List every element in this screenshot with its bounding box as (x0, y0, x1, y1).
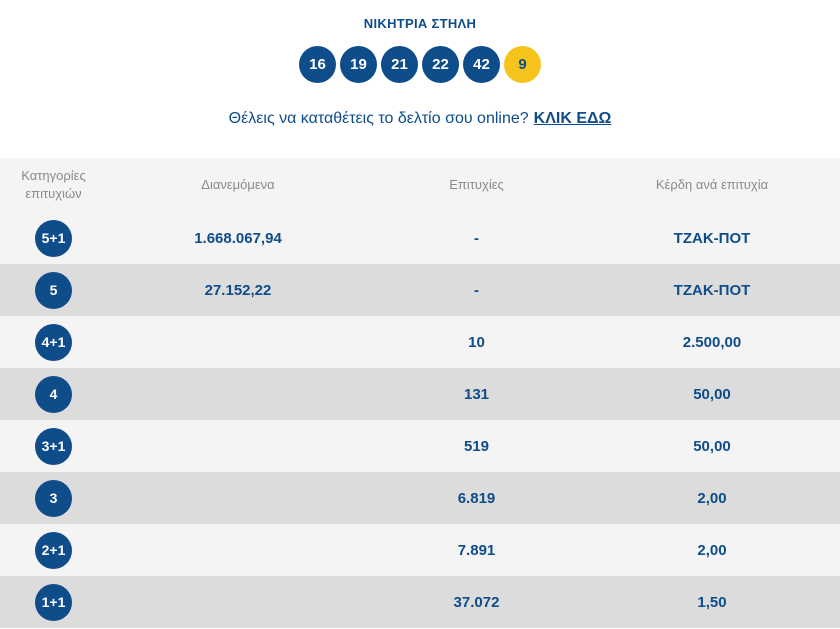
category-badge: 4 (35, 375, 72, 413)
number-ball: 22 (422, 46, 459, 83)
category-badge: 5 (35, 271, 72, 309)
category-badge: 1+1 (35, 583, 72, 621)
winners-value: 519 (463, 437, 490, 455)
header-distributed: Διανεμόμενα (201, 177, 275, 192)
winning-column-title: ΝΙΚΗΤΡΙΑ ΣΤΗΛΗ (363, 16, 477, 31)
header-category-line1: Κατηγορίες (21, 168, 86, 183)
distributed-value: 1.668.067,94 (194, 229, 282, 247)
table-row: 3+1 519 50,00 (0, 420, 840, 472)
prize-value: 50,00 (693, 437, 731, 455)
winners-value: 37.072 (453, 593, 500, 611)
prize-table: Κατηγορίες επιτυχιών Διανεμόμενα Επιτυχί… (0, 158, 840, 628)
category-badge: 3+1 (35, 427, 72, 465)
prize-value: 50,00 (693, 385, 731, 403)
winners-value: - (474, 281, 479, 299)
prize-value: 2,00 (697, 541, 727, 559)
prize-value: 1,50 (697, 593, 727, 611)
click-here-link[interactable]: ΚΛΙΚ ΕΔΩ (533, 110, 612, 127)
table-row: 5 27.152,22 - ΤΖΑΚ-ΠΟΤ (0, 264, 840, 316)
prize-value: 2,00 (697, 489, 727, 507)
promo-text: Θέλεις να καταθέτεις το δελτίο σου onlin… (228, 110, 529, 127)
number-ball: 21 (381, 46, 418, 83)
winners-value: 10 (468, 333, 485, 351)
table-row: 4 131 50,00 (0, 368, 840, 420)
number-ball: 19 (340, 46, 377, 83)
bonus-ball: 9 (504, 46, 541, 83)
table-row: 1+1 37.072 1,50 (0, 576, 840, 628)
table-row: 3 6.819 2,00 (0, 472, 840, 524)
prize-value: ΤΖΑΚ-ΠΟΤ (673, 281, 751, 299)
winners-value: - (474, 229, 479, 247)
winners-value: 131 (463, 385, 490, 403)
table-row: 5+1 1.668.067,94 - ΤΖΑΚ-ΠΟΤ (0, 212, 840, 264)
category-badge: 4+1 (35, 323, 72, 361)
number-ball: 16 (299, 46, 336, 83)
category-badge: 2+1 (35, 531, 72, 569)
header-category: Κατηγορίες επιτυχιών (0, 167, 107, 203)
table-row: 2+1 7.891 2,00 (0, 524, 840, 576)
category-badge: 5+1 (35, 219, 72, 257)
online-promo: Θέλεις να καταθέτεις το δελτίο σου onlin… (0, 110, 840, 128)
category-badge: 3 (35, 479, 72, 517)
winning-numbers: 16 19 21 22 42 9 (0, 46, 840, 83)
header-prize: Κέρδη ανά επιτυχία (655, 177, 769, 192)
prize-value: ΤΖΑΚ-ΠΟΤ (673, 229, 751, 247)
table-header: Κατηγορίες επιτυχιών Διανεμόμενα Επιτυχί… (0, 158, 840, 212)
table-row: 4+1 10 2.500,00 (0, 316, 840, 368)
distributed-value: 27.152,22 (204, 281, 272, 299)
number-ball: 42 (463, 46, 500, 83)
prize-value: 2.500,00 (682, 333, 742, 351)
header-winners: Επιτυχίες (449, 177, 504, 192)
header-category-line2: επιτυχιών (25, 186, 82, 201)
winners-value: 6.819 (457, 489, 496, 507)
winners-value: 7.891 (457, 541, 496, 559)
